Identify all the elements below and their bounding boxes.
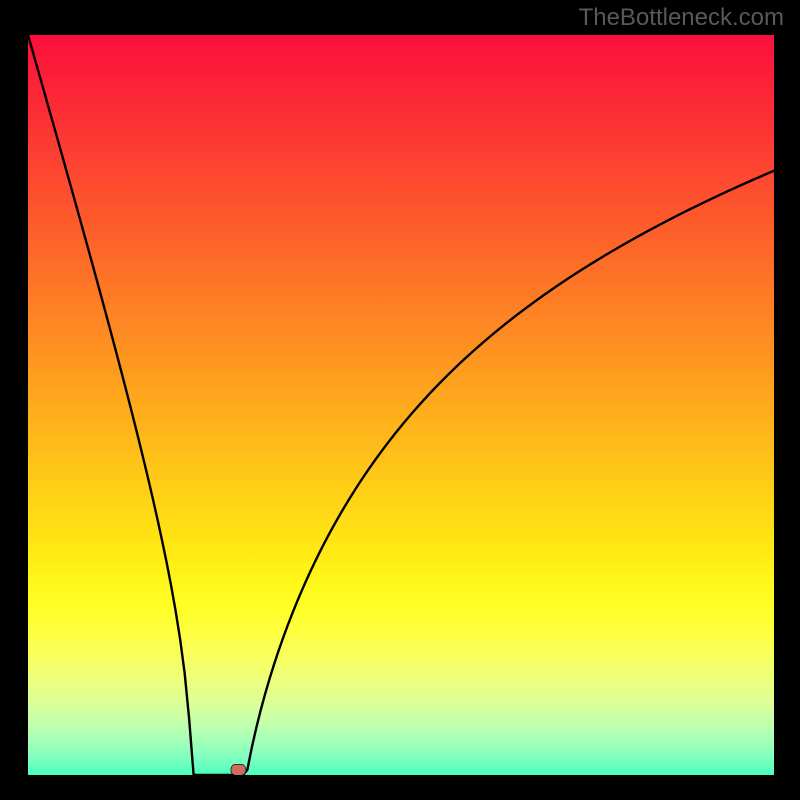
watermark-text: TheBottleneck.com — [579, 4, 784, 32]
optimal-point-marker — [231, 764, 246, 775]
chart-svg — [28, 35, 774, 775]
plot-area — [28, 35, 774, 775]
gradient-background — [28, 35, 774, 775]
canvas: TheBottleneck.com — [0, 0, 800, 800]
